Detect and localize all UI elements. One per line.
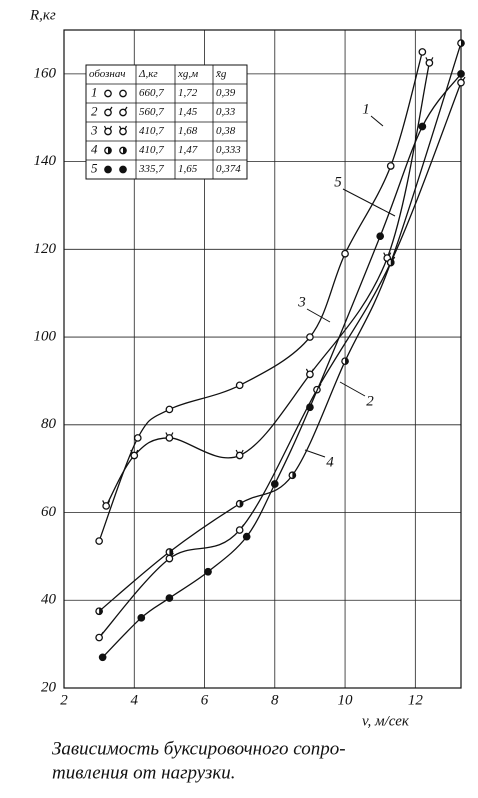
point-marker <box>165 594 174 602</box>
legend-name: 4 <box>91 141 98 156</box>
curve-label: 3 <box>297 294 306 310</box>
table-cell: 1,47 <box>178 144 198 156</box>
leader-line <box>304 449 326 458</box>
legend-marker <box>119 106 128 117</box>
leader-line <box>339 381 366 397</box>
table-header: обознач <box>89 68 125 80</box>
legend-name: 3 <box>90 122 98 137</box>
legend-marker <box>119 146 127 155</box>
table-cell: 0,33 <box>216 106 236 118</box>
point-marker <box>457 70 465 78</box>
point-marker <box>270 480 279 488</box>
y-tick-label: 140 <box>34 153 57 169</box>
point-marker <box>133 434 142 442</box>
table-cell: 1,68 <box>178 125 198 137</box>
x-tick-label: 6 <box>201 692 209 708</box>
point-marker <box>95 631 104 642</box>
x-axis-label: v, м/сек <box>362 713 410 729</box>
caption: тивления от нагрузки. <box>52 762 235 783</box>
legend-name: 5 <box>91 160 98 175</box>
legend-marker <box>119 89 127 98</box>
point-marker <box>235 381 244 390</box>
table-cell: 560,7 <box>139 106 164 118</box>
point-marker <box>376 232 385 241</box>
x-tick-label: 2 <box>60 692 68 708</box>
point-marker <box>418 122 427 131</box>
y-axis-label: R,кг <box>29 7 56 23</box>
series-line <box>105 62 431 507</box>
point-marker <box>341 249 349 258</box>
point-marker <box>137 613 146 622</box>
point-marker <box>95 537 103 545</box>
y-tick-label: 20 <box>41 679 57 695</box>
curve-label: 1 <box>362 101 370 117</box>
y-tick-label: 40 <box>41 592 57 608</box>
curve-label: 5 <box>334 174 342 190</box>
point-marker <box>235 499 244 508</box>
table-header: xg,м <box>177 68 198 80</box>
legend-marker <box>104 106 113 117</box>
table-cell: 410,7 <box>139 125 164 137</box>
table-cell: 410,7 <box>139 144 164 156</box>
y-tick-label: 120 <box>34 241 57 257</box>
table-cell: 1,72 <box>178 87 198 99</box>
point-marker <box>457 76 466 87</box>
plot-frame <box>63 29 462 689</box>
table-cell: 0,38 <box>216 125 236 137</box>
table-header: Δ,кг <box>138 68 158 80</box>
leader-line <box>370 115 384 127</box>
x-tick-label: 10 <box>338 692 354 708</box>
point-marker <box>418 48 427 56</box>
legend-marker <box>119 165 127 174</box>
y-tick-label: 60 <box>41 504 57 520</box>
point-marker <box>165 548 174 556</box>
x-tick-label: 8 <box>271 692 279 708</box>
point-marker <box>165 432 174 442</box>
table-cell: 0,39 <box>216 87 236 99</box>
curve-label: 2 <box>366 393 374 409</box>
point-marker <box>425 57 434 67</box>
table-cell: 0,333 <box>216 144 241 156</box>
x-tick-label: 12 <box>408 692 424 708</box>
point-marker <box>306 403 314 412</box>
x-tick-label: 4 <box>131 692 139 708</box>
point-marker <box>130 449 139 460</box>
table-cell: 660,7 <box>139 87 164 99</box>
point-marker <box>235 449 244 460</box>
point-marker <box>102 500 111 510</box>
point-marker <box>165 405 174 414</box>
y-tick-label: 100 <box>34 329 57 345</box>
legend-marker <box>103 125 113 136</box>
point-marker <box>386 162 395 170</box>
point-marker <box>386 258 395 267</box>
curve-label: 4 <box>326 454 334 470</box>
legend-name: 2 <box>91 103 98 118</box>
y-tick-label: 80 <box>41 416 57 432</box>
point-marker <box>306 333 314 341</box>
table-cell: 0,374 <box>216 163 241 175</box>
legend-marker <box>104 165 112 174</box>
leader-line <box>342 188 396 217</box>
point-marker <box>98 653 107 662</box>
table-cell: 1,45 <box>178 106 198 118</box>
table-cell: 335,7 <box>138 163 164 175</box>
point-marker <box>235 524 245 534</box>
y-tick-label: 160 <box>34 65 57 81</box>
point-marker <box>341 357 349 366</box>
legend-marker <box>104 89 112 98</box>
point-marker <box>457 39 465 48</box>
leader-line <box>306 308 331 323</box>
table-header: x̄g <box>215 68 227 80</box>
legend-marker <box>118 125 128 136</box>
point-marker <box>305 368 314 379</box>
legend-name: 1 <box>91 84 98 99</box>
table-cell: 1,65 <box>178 163 198 175</box>
point-marker <box>288 471 297 480</box>
point-marker <box>242 532 251 541</box>
legend-marker <box>104 146 112 155</box>
point-marker <box>204 567 212 576</box>
point-marker <box>95 607 103 616</box>
caption: Зависимость буксировочного сопро- <box>52 738 346 759</box>
